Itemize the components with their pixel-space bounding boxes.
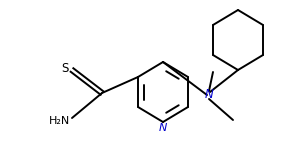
Text: H₂N: H₂N [49, 116, 71, 126]
Text: N: N [159, 123, 167, 133]
Text: S: S [61, 62, 69, 75]
Text: N: N [204, 88, 213, 101]
